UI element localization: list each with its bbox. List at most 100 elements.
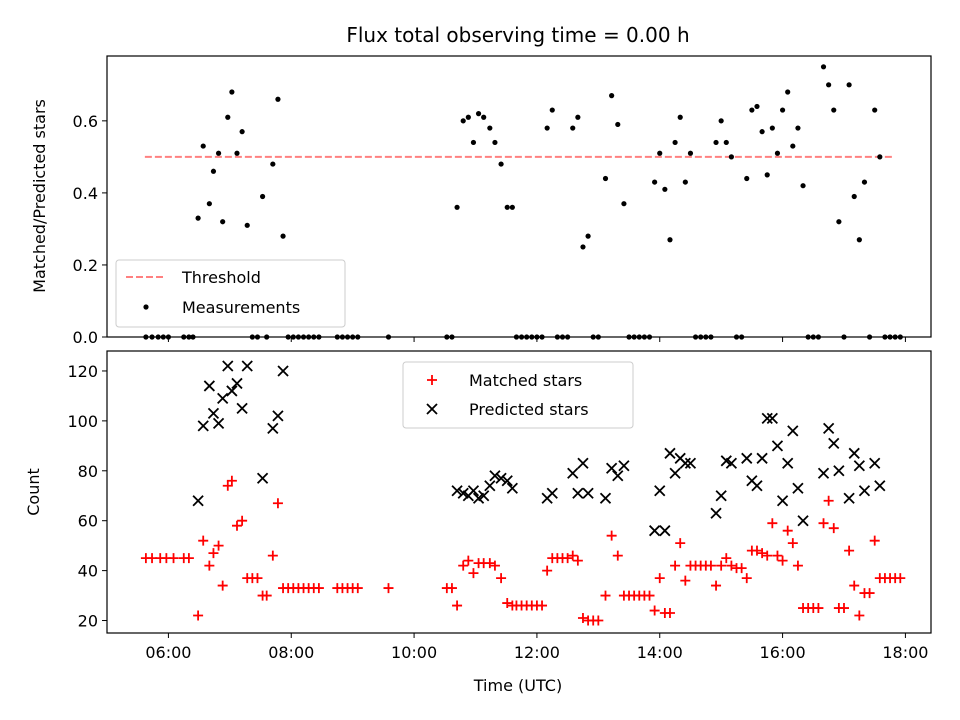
predicted-star-point [761,412,773,425]
matched-star-point [542,565,553,576]
predicted-star-point [236,402,248,415]
y-tick-label: 60 [78,512,98,531]
bottom-y-axis-label: Count [24,468,43,516]
measurement-point [769,125,775,131]
predicted-star-point [679,457,691,469]
matched-star-point [217,580,228,591]
predicted-star-point [776,495,789,507]
measurement-point [580,244,586,250]
measurement-point [229,89,235,95]
predicted-star-point [797,515,809,527]
measurement-point [861,179,868,185]
predicted-star-point [203,380,215,392]
matched-star-point [226,475,237,486]
matched-star-point [168,553,179,564]
matched-star-point [208,548,219,559]
measurement-point [234,150,240,156]
predicted-star-point [272,410,284,422]
chart-title: Flux total observing time = 0.00 h [346,23,689,47]
measurement-point [785,89,791,95]
measurement-point [682,179,688,185]
measurement-point [570,125,576,131]
matched-star-point [670,560,681,571]
y-tick-label: 20 [78,612,98,631]
matched-star-point [204,560,215,571]
x-tick-label: 08:00 [268,643,314,662]
x-tick-label: 18:00 [882,643,928,662]
predicted-star-point [874,480,886,492]
measurement-point [549,107,555,113]
matched-star-point [716,560,727,571]
predicted-star-point [277,365,289,377]
matched-star-point [751,545,762,556]
matched-star-point [864,588,875,599]
matched-star-point [567,550,578,561]
measurement-point [749,107,755,113]
measurement-point [657,150,663,156]
measurement-point [851,193,857,200]
matched-star-point [721,553,732,564]
measurement-point [470,139,477,146]
measurement-point [492,139,498,146]
predicted-star-point [241,360,253,372]
legend-threshold-label: Threshold [181,268,261,287]
matched-star-point [869,535,880,546]
matched-star-point [726,560,737,571]
predicted-star-point [612,470,624,482]
measurement-point [460,118,466,124]
measurement-point [195,215,201,221]
x-tick-label: 06:00 [145,643,191,662]
predicted-star-point [546,487,558,499]
predicted-star-point [664,447,676,459]
matched-star-point [644,590,655,601]
predicted-star-point [858,485,871,497]
measurement-point [728,154,734,160]
measurement-point [498,161,504,167]
matched-star-point [183,553,194,564]
y-tick-label: 0.0 [73,328,98,347]
matched-star-point [572,555,583,566]
measurement-point [856,237,862,243]
legend-matched-swatch [427,375,437,385]
predicted-star-point [599,492,612,504]
top-panel-ratio: 0.0 0.2 0.4 0.6 Threshold Measurements [73,55,932,347]
measurement-point [615,121,621,128]
predicted-star-point [792,482,804,494]
measurement-point [672,139,678,146]
legend-measurements-label: Measurements [182,298,300,317]
matched-star-point [787,538,798,549]
matched-star-point [468,568,479,579]
measurement-point [575,114,581,120]
legend-matched-label: Matched stars [469,371,582,390]
matched-star-point [577,613,588,624]
predicted-star-point [489,470,501,482]
predicted-star-point [725,457,738,469]
predicted-star-point [787,425,799,437]
matched-star-point [838,603,849,614]
matched-star-point [767,518,778,529]
predicted-star-point [823,422,835,434]
matched-star-point [782,525,793,536]
matched-star-point [452,600,463,611]
predicted-star-point [212,417,225,430]
x-axis-label: Time (UTC) [473,676,562,695]
predicted-star-point [222,360,234,372]
matched-star-point [261,590,272,601]
predicted-star-point [572,487,584,499]
matched-star-point [680,575,691,586]
y-tick-label: 100 [67,412,98,431]
matched-star-point [463,555,474,566]
measurement-point [713,139,719,146]
predicted-star-point [577,457,589,469]
y-tick-label: 0.4 [73,184,98,203]
matched-star-point [736,563,747,574]
measurement-point [820,64,827,70]
matched-star-point [213,540,224,551]
legend-box [402,361,634,429]
matched-star-point [446,583,457,594]
matched-star-point [757,548,768,559]
measurement-point [677,114,683,120]
matched-star-point [649,605,660,616]
predicted-star-point [451,485,463,497]
measurement-point [836,219,842,225]
